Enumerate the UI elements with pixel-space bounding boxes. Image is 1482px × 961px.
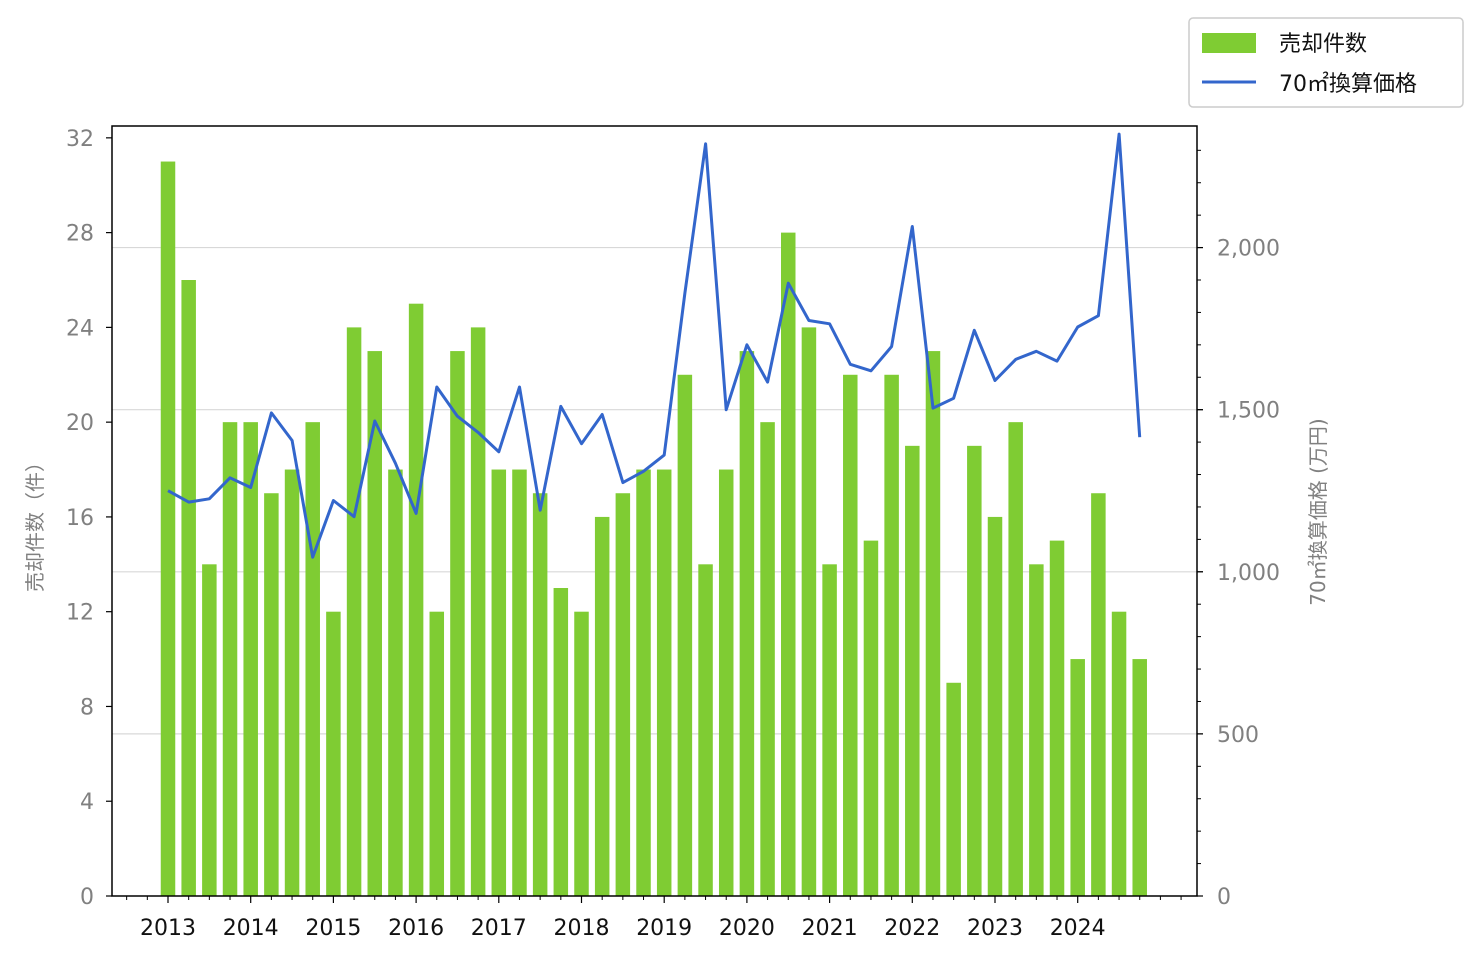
bar [594, 516, 610, 896]
right-axis-title: 70㎡換算価格 (万円) [1306, 418, 1330, 605]
legend-line-label: 70㎡換算価格 [1279, 71, 1417, 97]
right-axis-tick-label: 1,500 [1217, 399, 1280, 424]
right-axis-tick-label: 1,000 [1217, 561, 1280, 586]
legend-box [1188, 17, 1464, 108]
x-axis-tick-label: 2014 [223, 916, 279, 941]
bar [925, 351, 941, 897]
bar [656, 469, 672, 896]
bar [677, 374, 693, 896]
x-axis-tick-label: 2019 [636, 916, 692, 941]
left-axis-tick-label: 28 [66, 222, 94, 247]
legend-bar-swatch [1202, 33, 1256, 53]
left-axis-tick-label: 16 [66, 506, 94, 531]
bar [346, 327, 362, 896]
x-axis: 2013 2014 2015 2016 2017 2018 2019 2020 2021 2022… [126, 896, 1182, 941]
bar [388, 469, 403, 896]
bar [512, 469, 527, 896]
bar [243, 422, 258, 896]
x-axis-tick-label: 2015 [305, 916, 361, 941]
bar [160, 161, 176, 897]
bar [1111, 611, 1127, 896]
bar [202, 564, 217, 896]
bar [367, 351, 382, 897]
bar [1049, 540, 1065, 896]
bar [491, 469, 507, 896]
bar [718, 469, 734, 896]
right-axis: 0 500 1,000 1,500 2,000 [1197, 149, 1280, 910]
x-axis-tick-label: 2022 [884, 916, 940, 941]
bar-series [160, 161, 1147, 897]
left-axis-title: 売却件数（件） [23, 452, 47, 592]
right-axis-tick-label: 2,000 [1217, 237, 1280, 262]
bar [470, 327, 486, 896]
bar [698, 564, 713, 896]
bar [305, 422, 320, 896]
left-axis-tick-label: 0 [80, 885, 94, 910]
right-axis-tick-label: 0 [1217, 885, 1231, 910]
left-axis-tick-label: 32 [66, 127, 94, 152]
bar [1132, 659, 1147, 896]
left-axis-tick-label: 8 [80, 695, 94, 720]
x-axis-tick-label: 2024 [1050, 916, 1106, 941]
left-axis-tick-label: 24 [66, 316, 94, 341]
legend-bar-label: 売却件数 [1279, 32, 1367, 57]
bar [1070, 659, 1085, 896]
bar [615, 493, 631, 896]
bar [532, 493, 548, 896]
bar [884, 374, 899, 896]
x-axis-tick-label: 2013 [140, 916, 196, 941]
bar [450, 351, 465, 897]
bar [284, 469, 300, 896]
bar [553, 588, 569, 896]
bar [801, 327, 817, 896]
bar [408, 303, 424, 896]
x-axis-tick-label: 2021 [802, 916, 858, 941]
bar [181, 280, 196, 896]
bar [905, 445, 920, 896]
left-axis-tick-label: 12 [66, 601, 94, 626]
x-axis-tick-label: 2016 [388, 916, 444, 941]
bar [739, 351, 755, 897]
bar [760, 422, 775, 896]
bar [1008, 422, 1023, 896]
bar [264, 493, 279, 896]
bar [781, 232, 796, 897]
bar [326, 611, 341, 896]
plot-frame [111, 125, 1198, 897]
bar [967, 445, 982, 896]
bar [822, 564, 837, 896]
left-axis: 0 4 8 12 16 20 24 28 32 [66, 127, 112, 910]
bar [946, 682, 961, 896]
bar [1029, 564, 1044, 896]
price-line-series [167, 132, 1142, 559]
right-axis-tick-label: 500 [1217, 723, 1259, 748]
x-axis-tick-label: 2017 [471, 916, 527, 941]
bar [429, 611, 445, 896]
x-axis-tick-label: 2020 [719, 916, 775, 941]
bar [222, 422, 238, 896]
bar [987, 516, 1003, 896]
left-axis-tick-label: 4 [80, 790, 94, 815]
bar [636, 469, 651, 896]
legend: 売却件数 70㎡換算価格 [1188, 17, 1464, 108]
left-axis-tick-label: 20 [66, 411, 94, 436]
x-axis-tick-label: 2023 [967, 916, 1023, 941]
bar [863, 540, 879, 896]
bar [574, 611, 589, 896]
bar [843, 374, 858, 896]
x-axis-tick-label: 2018 [554, 916, 610, 941]
bar [1091, 493, 1106, 896]
